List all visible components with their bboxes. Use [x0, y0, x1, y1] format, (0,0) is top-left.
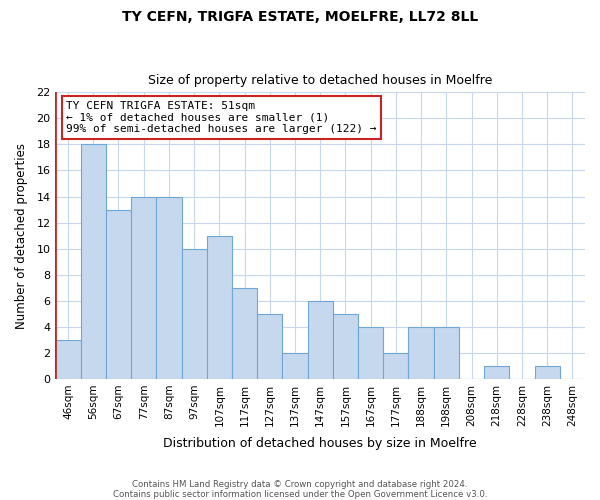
Y-axis label: Number of detached properties: Number of detached properties — [15, 142, 28, 328]
X-axis label: Distribution of detached houses by size in Moelfre: Distribution of detached houses by size … — [163, 437, 477, 450]
Bar — [232, 288, 257, 379]
Title: Size of property relative to detached houses in Moelfre: Size of property relative to detached ho… — [148, 74, 493, 87]
Bar — [131, 196, 157, 379]
Text: TY CEFN, TRIGFA ESTATE, MOELFRE, LL72 8LL: TY CEFN, TRIGFA ESTATE, MOELFRE, LL72 8L… — [122, 10, 478, 24]
Bar — [55, 340, 80, 379]
Bar — [383, 353, 409, 379]
Bar — [257, 314, 283, 379]
Text: TY CEFN TRIGFA ESTATE: 51sqm
← 1% of detached houses are smaller (1)
99% of semi: TY CEFN TRIGFA ESTATE: 51sqm ← 1% of det… — [66, 101, 377, 134]
Bar — [358, 327, 383, 379]
Bar — [409, 327, 434, 379]
Bar — [535, 366, 560, 379]
Bar — [157, 196, 182, 379]
Bar — [207, 236, 232, 379]
Bar — [182, 248, 207, 379]
Text: Contains HM Land Registry data © Crown copyright and database right 2024.: Contains HM Land Registry data © Crown c… — [132, 480, 468, 489]
Text: Contains public sector information licensed under the Open Government Licence v3: Contains public sector information licen… — [113, 490, 487, 499]
Bar — [333, 314, 358, 379]
Bar — [80, 144, 106, 379]
Bar — [308, 300, 333, 379]
Bar — [434, 327, 459, 379]
Bar — [283, 353, 308, 379]
Bar — [106, 210, 131, 379]
Bar — [484, 366, 509, 379]
